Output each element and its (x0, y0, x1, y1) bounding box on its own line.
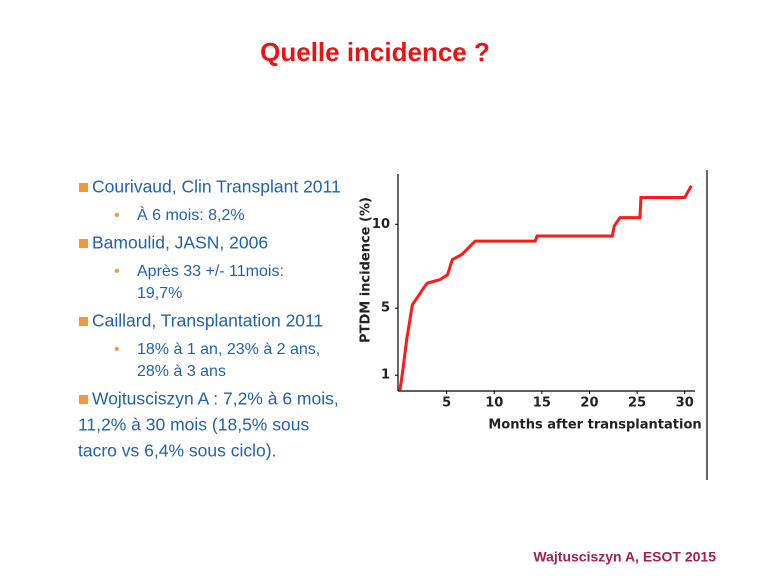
sub-bullet-dot: • (114, 207, 120, 224)
y-tick-label: 5 (381, 301, 390, 316)
bullet-square (79, 183, 88, 192)
bullet-square (79, 395, 88, 404)
sub-bullet-text: 18% à 1 an, 23% à 2 ans, (137, 341, 320, 358)
bullet-text: Caillard, Transplantation 2011 (92, 311, 323, 331)
bullet-square (79, 239, 88, 248)
data-line (398, 184, 693, 391)
bullet-text: Courivaud, Clin Transplant 2011 (92, 177, 341, 197)
x-tick-label: 20 (580, 396, 598, 411)
x-axis-label: Months after transplantation (488, 418, 701, 433)
x-tick-label: 15 (533, 396, 551, 411)
bullet-text: Bamoulid, JASN, 2006 (92, 233, 268, 253)
y-axis-label: PTDM incidence (%) (359, 197, 374, 343)
sub-bullet-text: 28% à 3 ans (137, 363, 226, 380)
x-tick-label: 5 (442, 396, 451, 411)
y-tick-label: 10 (372, 217, 390, 232)
bullet-square (79, 317, 88, 326)
bullet-text: tacro vs 6,4% sous ciclo). (78, 441, 276, 461)
y-tick-label: 1 (381, 368, 390, 383)
sub-bullet-text: À 6 mois: 8,2% (137, 205, 245, 224)
sub-bullet-text: Après 33 +/- 11mois: (137, 263, 284, 280)
bullet-text: Wojtusciszyn A : 7,2% à 6 mois, (92, 389, 339, 409)
sub-bullet-dot: • (114, 263, 120, 280)
sub-bullet-dot: • (114, 341, 120, 358)
footer: Wajtusciszyn A, ESOT 2015 (533, 549, 716, 565)
bullet-text: 11,2% à 30 mois (18,5% sous (78, 415, 309, 435)
sub-bullet-text: 19,7% (137, 285, 182, 302)
x-tick-label: 10 (485, 396, 503, 411)
slide-title: Quelle incidence ? (260, 37, 490, 67)
x-tick-label: 30 (676, 396, 694, 411)
x-tick-label: 25 (628, 396, 646, 411)
